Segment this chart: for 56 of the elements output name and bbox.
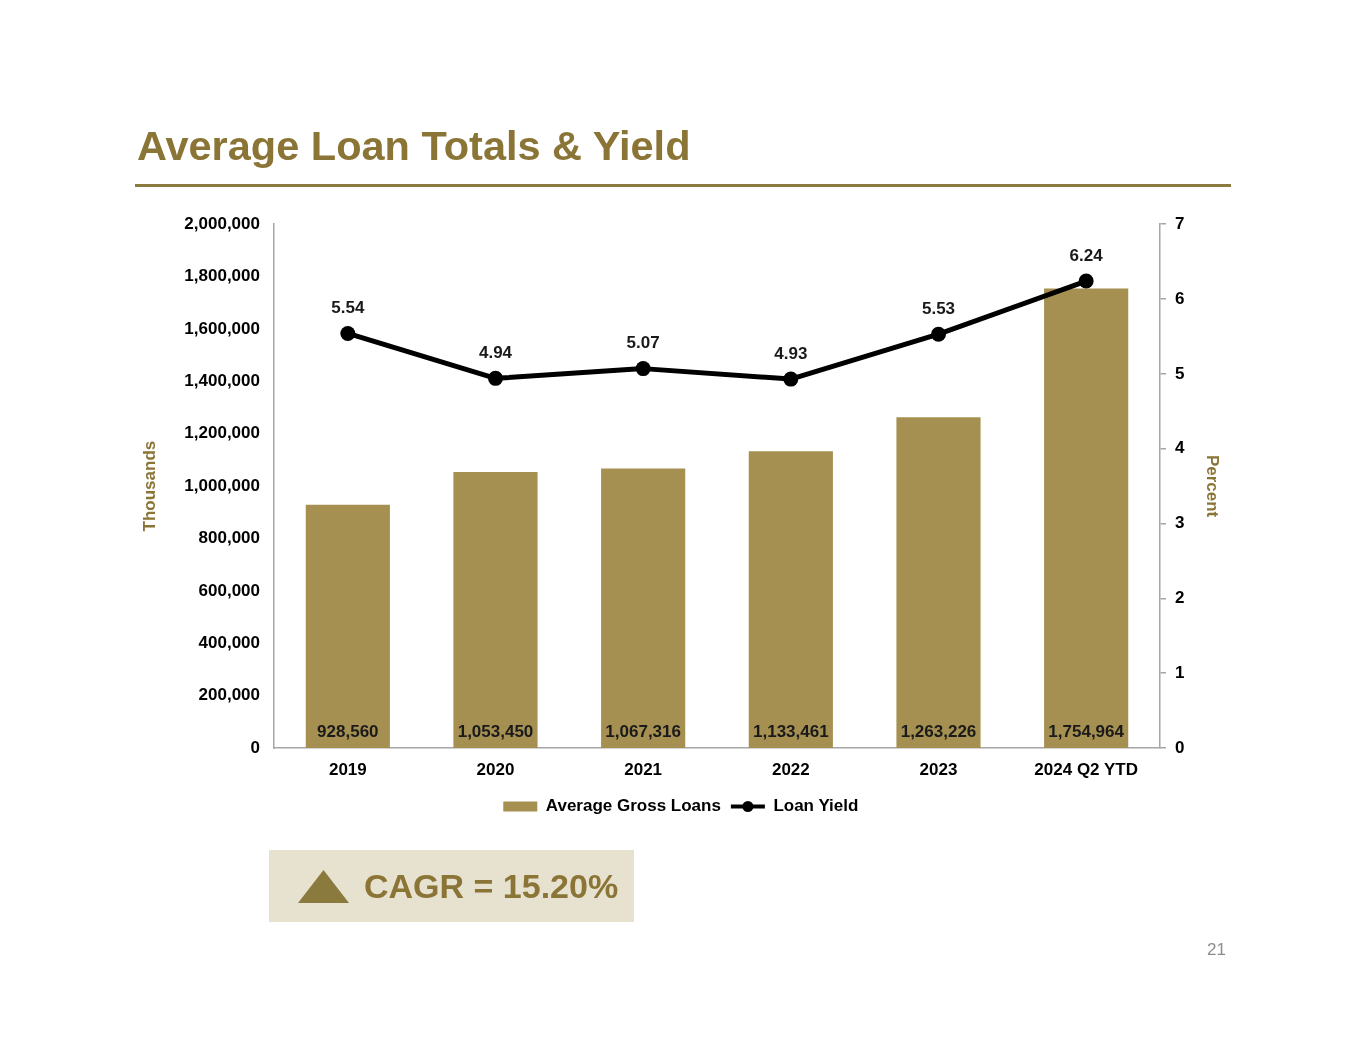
data-label: 1,263,226 <box>900 721 977 741</box>
y-tick-label: 600,000 <box>198 580 260 600</box>
data-label: 1,133,461 <box>753 721 829 741</box>
y2-tick-label: 3 <box>1175 513 1185 533</box>
y-tick-label: 200,000 <box>198 685 260 705</box>
point <box>1078 273 1094 289</box>
point <box>340 325 356 341</box>
y2-tick-label: 4 <box>1175 438 1185 458</box>
legend-label: Average Gross Loans <box>545 796 721 816</box>
data-label: 6.24 <box>1069 245 1104 265</box>
data-label: 1,067,316 <box>605 721 681 741</box>
bar <box>896 417 981 748</box>
y2-tick-label: 7 <box>1175 213 1185 233</box>
y-tick-label: 0 <box>250 737 260 757</box>
text: 21 <box>1207 940 1226 960</box>
point <box>635 361 651 377</box>
point <box>488 370 503 386</box>
bar <box>601 468 686 748</box>
x-tick-label: 2023 <box>919 759 958 779</box>
bar <box>305 504 390 748</box>
point <box>783 371 799 387</box>
y-tick-label: 1,600,000 <box>184 318 260 338</box>
bar <box>748 451 833 748</box>
y2-tick-label: 6 <box>1175 288 1185 308</box>
y-axis-title: Thousands <box>139 440 159 532</box>
x-tick-label: 2019 <box>328 759 367 779</box>
y-tick-label: 400,000 <box>198 632 260 652</box>
y2-axis-title: Percent <box>1203 454 1223 518</box>
callout-box: CAGR = 15.20% <box>269 850 634 922</box>
y2-tick-label: 2 <box>1175 588 1185 608</box>
x-tick-label: 2022 <box>771 759 810 779</box>
y-tick-label: 1,200,000 <box>184 423 260 443</box>
data-label: 928,560 <box>317 721 379 741</box>
y-tick-label: 2,000,000 <box>184 213 260 233</box>
y2-tick-label: 5 <box>1175 363 1185 383</box>
data-label: 5.53 <box>921 298 956 318</box>
point <box>931 326 946 342</box>
data-label: 4.94 <box>478 343 513 363</box>
y-tick-label: 1,800,000 <box>184 266 260 286</box>
data-label: 4.93 <box>774 343 808 363</box>
y-tick-label: 1,400,000 <box>184 371 260 391</box>
x-tick-label: 2021 <box>624 759 663 779</box>
data-label: 1,053,450 <box>457 721 534 741</box>
bar <box>1044 288 1129 748</box>
chart-title: Average Loan Totals & Yield <box>137 122 691 169</box>
legend-label: Loan Yield <box>773 796 859 816</box>
x-tick-label: 2020 <box>476 759 515 779</box>
y-tick-label: 800,000 <box>198 528 260 548</box>
y2-tick-label: 0 <box>1175 737 1185 757</box>
data-label: 1,754,964 <box>1048 721 1125 741</box>
bar <box>453 472 538 748</box>
y-tick-label: 1,000,000 <box>184 475 260 495</box>
data-label: 5.07 <box>626 333 660 353</box>
y2-tick-label: 1 <box>1175 662 1185 682</box>
x-tick-label: 2024 Q2 YTD <box>1034 759 1138 779</box>
data-label: 5.54 <box>331 298 365 318</box>
